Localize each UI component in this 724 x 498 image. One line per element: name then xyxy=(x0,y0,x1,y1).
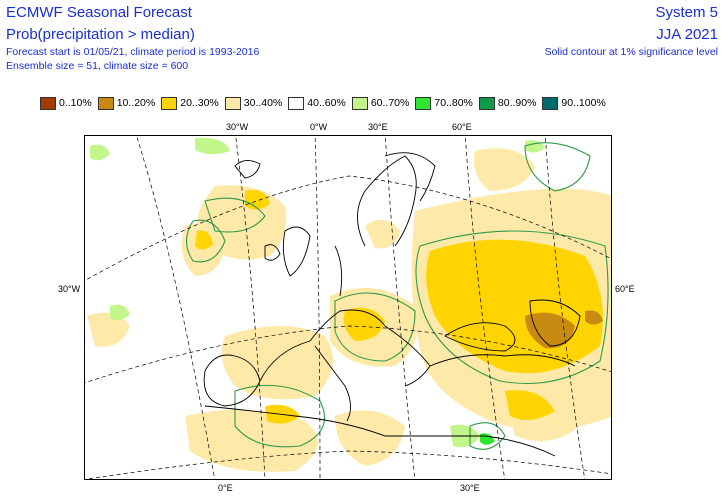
legend-label: 90..100% xyxy=(561,97,606,109)
legend-item: 40..60% xyxy=(288,96,346,110)
legend-item: 70..80% xyxy=(415,96,473,110)
legend-swatch xyxy=(478,96,495,110)
tick-bottom-30e: 30°E xyxy=(460,483,480,493)
legend-label: 60..70% xyxy=(370,97,410,109)
legend-label: 70..80% xyxy=(434,97,473,109)
map-subtitle: Prob(precipitation > median) xyxy=(6,26,195,43)
legend-swatch xyxy=(415,96,432,110)
significance-contours xyxy=(185,142,609,450)
ensemble-info: Ensemble size = 51, climate size = 600 xyxy=(6,60,189,72)
legend-item: 10..20% xyxy=(97,96,156,110)
map-svg xyxy=(85,136,611,479)
legend-swatch xyxy=(40,96,56,110)
coastlines xyxy=(203,152,581,457)
legend-label: 80..90% xyxy=(497,97,537,109)
tick-top-30e: 30°E xyxy=(368,122,388,132)
legend-swatch xyxy=(97,96,114,110)
legend-item: 20..30% xyxy=(161,96,219,110)
shading-70-80 xyxy=(480,433,495,445)
legend-label: 10..20% xyxy=(116,97,156,109)
legend-item: 80..90% xyxy=(478,96,537,110)
legend-label: 40..60% xyxy=(307,97,346,109)
legend-swatch xyxy=(288,96,305,110)
forecast-map xyxy=(84,135,612,480)
legend-swatch xyxy=(161,96,178,110)
legend-label: 0..10% xyxy=(59,97,92,109)
tick-right-60e: 60°E xyxy=(615,284,635,294)
legend-swatch xyxy=(542,96,559,110)
graticule xyxy=(85,136,611,479)
tick-top-0w: 0°W xyxy=(310,122,328,132)
tick-bottom-0e: 0°E xyxy=(218,483,233,493)
system-label: System 5 xyxy=(655,4,718,21)
season-label: JJA 2021 xyxy=(656,26,718,43)
probability-legend: 0..10% 10..20% 20..30% 30..40% 40..60% 60..70… xyxy=(40,95,612,111)
legend-item: 30..40% xyxy=(224,96,283,110)
map-title: ECMWF Seasonal Forecast xyxy=(6,4,192,21)
legend-label: 30..40% xyxy=(243,97,283,109)
forecast-info: Forecast start is 01/05/21, climate peri… xyxy=(6,46,260,58)
legend-item: 90..100% xyxy=(542,96,606,110)
legend-swatch xyxy=(351,96,368,110)
significance-note: Solid contour at 1% significance level xyxy=(544,46,718,58)
tick-top-30w: 30°W xyxy=(226,122,249,132)
tick-left-30w: 30°W xyxy=(58,284,81,294)
legend-swatch xyxy=(224,96,241,110)
tick-top-60e: 60°E xyxy=(452,122,472,132)
shading-10-20 xyxy=(525,310,603,349)
legend-label: 20..30% xyxy=(180,97,219,109)
legend-item: 0..10% xyxy=(40,96,92,110)
legend-item: 60..70% xyxy=(351,96,410,110)
